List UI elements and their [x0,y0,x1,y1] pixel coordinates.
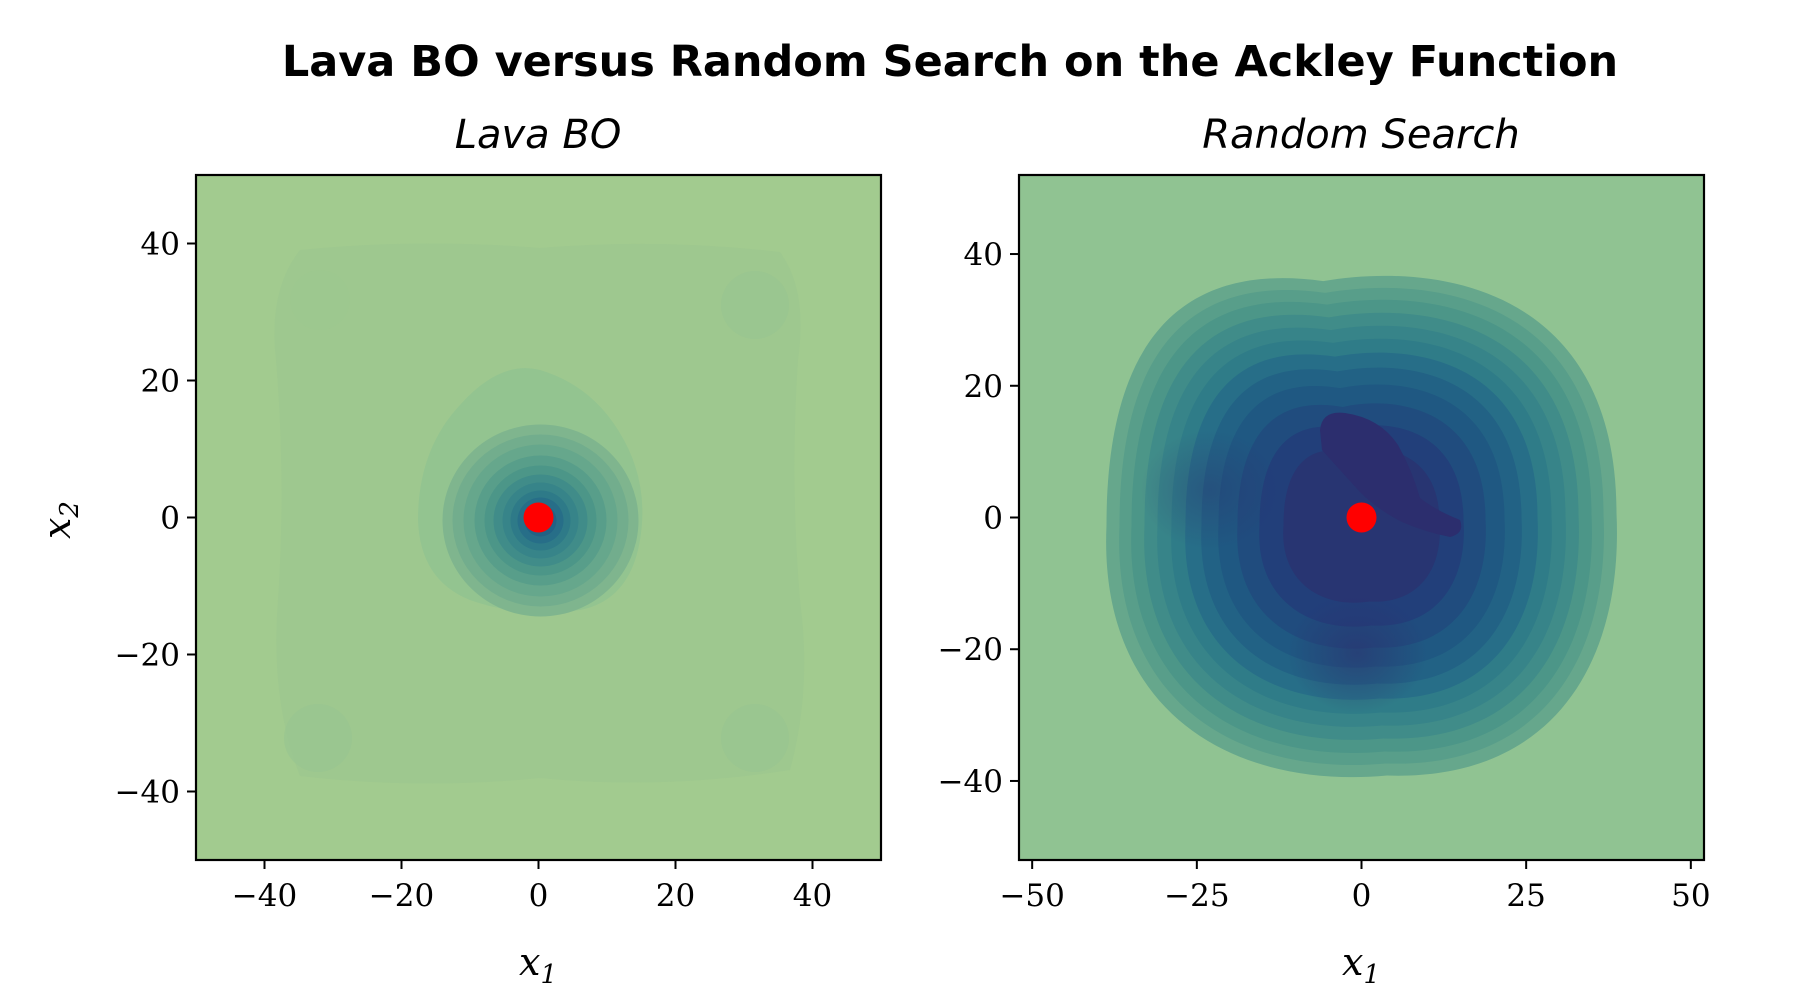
y-tick-label: 40 [964,237,1003,273]
figure-title: Lava BO versus Random Search on the Ackl… [282,37,1618,87]
x-tick-label: −25 [1164,878,1229,914]
x-tick-label: −20 [369,878,434,914]
y-ticks-random-search: −40 −20 0 20 40 [938,237,1019,800]
x-tick-label: −50 [999,878,1064,914]
y-axis-label-lava-bo: x2 [35,501,85,539]
local-minimum-blob [721,271,789,339]
y-tick-label: 40 [141,227,180,263]
best-point-marker [523,502,554,533]
y-tick-label: 20 [964,369,1003,405]
subscript: 2 [55,501,85,519]
local-minimum-blob [284,704,352,772]
x-tick-label: 40 [793,878,832,914]
panel-lava-bo: Lava BO −40 −20 0 20 40 −40 −20 0 20 40 x1 x2 [35,112,883,990]
deep-basin-region [1320,412,1462,537]
x-axis-label-lava-bo: x1 [519,940,557,990]
lower-minimum-lobe [1287,593,1427,713]
x-tick-label: 0 [1352,878,1372,914]
x-ticks-random-search: −50 −25 0 25 50 [999,860,1711,914]
panel-title-lava-bo: Lava BO [455,112,622,158]
x-ticks-lava-bo: −40 −20 0 20 40 [232,860,832,914]
subscript: 1 [1363,960,1380,990]
y-tick-label: −40 [115,775,180,811]
best-point-marker [1346,502,1377,533]
y-tick-label: −20 [115,638,180,674]
left-minimum-lobe [1140,430,1280,550]
x-tick-label: 50 [1671,878,1710,914]
y-tick-label: −40 [938,764,1003,800]
y-tick-label: 20 [141,364,180,400]
x-tick-label: 0 [529,878,549,914]
y-tick-label: 0 [160,501,180,537]
x-axis-label-random-search: x1 [1342,940,1380,990]
panel-title-random-search: Random Search [1202,112,1520,158]
contour-rings-random-search [1106,275,1617,778]
panel-random-search: Random Search −50 −25 0 25 50 −40 −20 0 20 40 x1 [938,112,1711,990]
y-tick-label: 0 [983,501,1003,537]
subscript: 1 [540,960,557,990]
y-ticks-lava-bo: −40 −20 0 20 40 [115,227,196,811]
x-tick-label: 20 [656,878,695,914]
local-minimum-blob [721,704,789,772]
local-minimum-blob [290,270,350,330]
x-tick-label: −40 [232,878,297,914]
x-tick-label: 25 [1506,878,1545,914]
y-tick-label: −20 [938,632,1003,668]
